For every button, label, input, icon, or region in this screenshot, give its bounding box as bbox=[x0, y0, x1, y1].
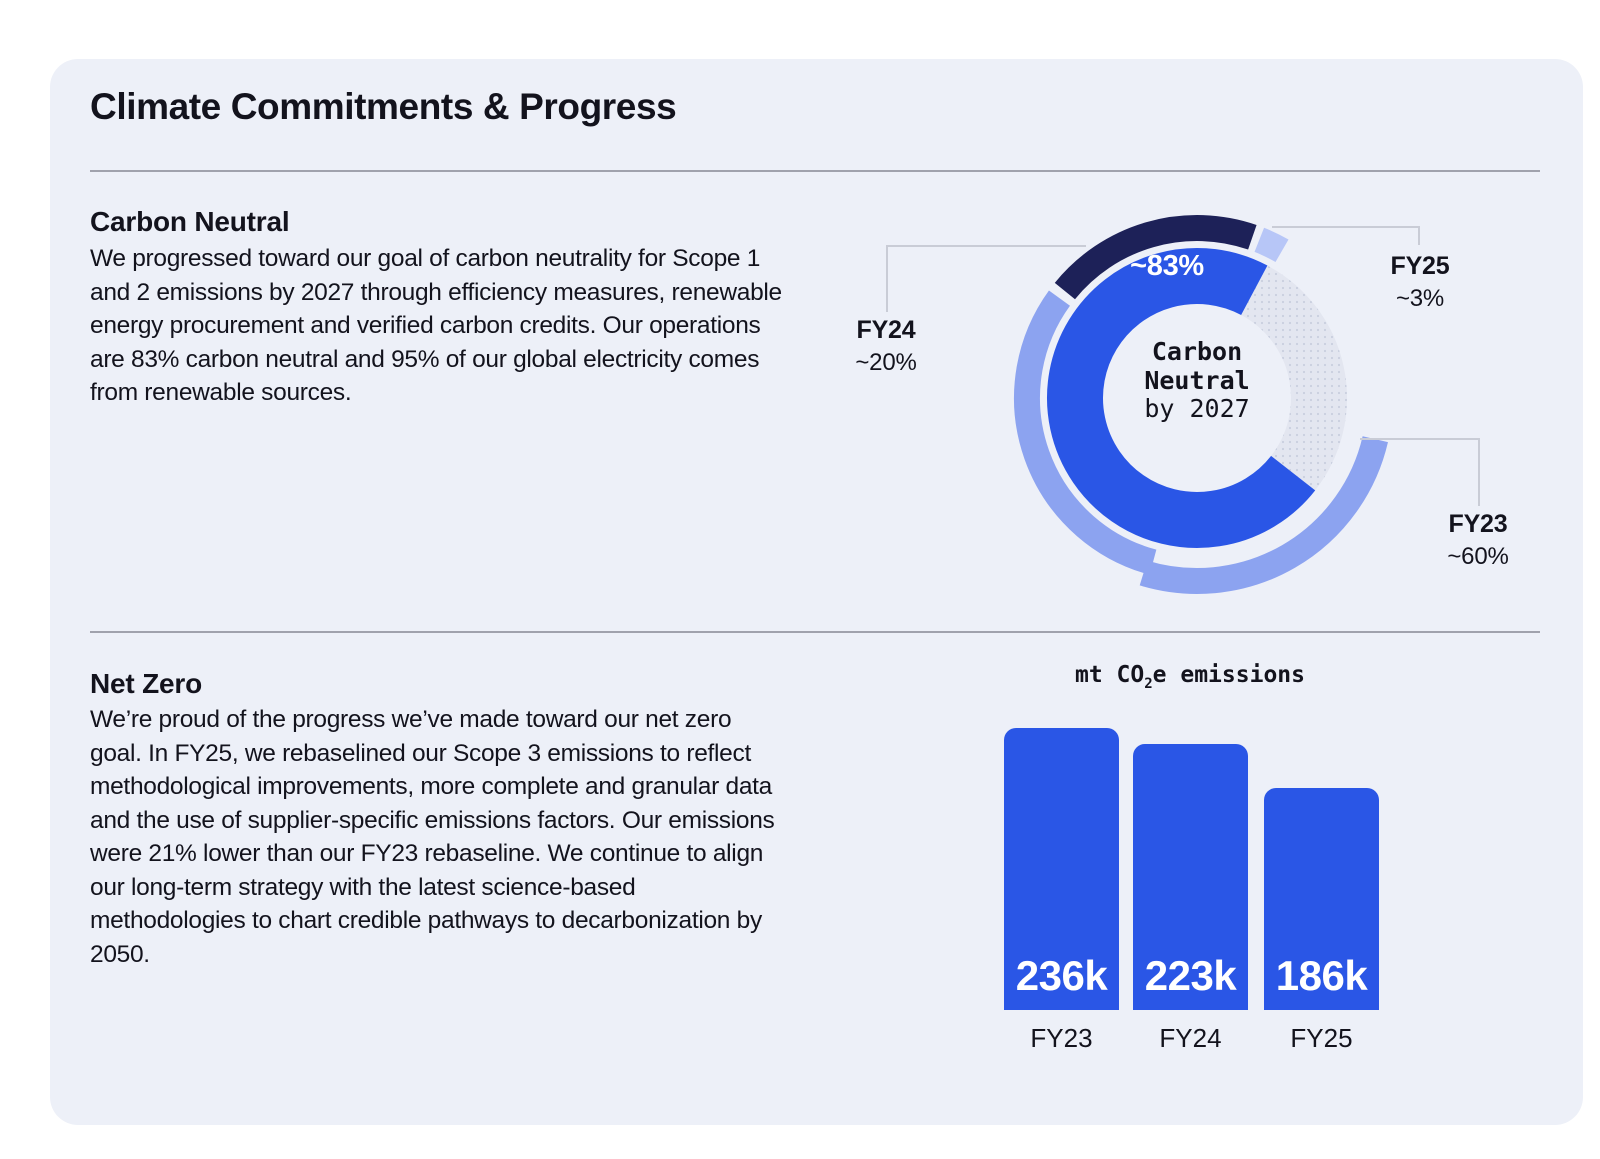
fy23-callout-value: ~60% bbox=[1447, 543, 1509, 570]
bar-fy25: 186k bbox=[1264, 788, 1379, 1010]
net-zero-body: We’re proud of the progress we’ve made t… bbox=[90, 706, 775, 968]
bar-fy23: 236k bbox=[1004, 728, 1119, 1010]
bar-value-label: 236k bbox=[1015, 952, 1108, 999]
fy24-callout-line bbox=[886, 245, 888, 312]
fy24-callout-label: FY24 ~20% bbox=[811, 316, 961, 377]
carbon-neutral-heading: Carbon Neutral bbox=[90, 206, 290, 237]
bar-value-label: 223k bbox=[1144, 952, 1237, 999]
donut-center-line-2: Neutral bbox=[1144, 365, 1250, 395]
fy25-callout-line bbox=[1272, 226, 1420, 228]
bar-fy24: 223k bbox=[1133, 744, 1248, 1010]
donut-center-line-3: by 2027 bbox=[1144, 394, 1250, 423]
carbon-neutral-body: We progressed toward our goal of carbon … bbox=[90, 245, 782, 406]
carbon-neutral-donut-chart: ~83% Carbon Neutral by 2027 bbox=[987, 188, 1407, 608]
fy23-callout-label: FY23 ~60% bbox=[1403, 510, 1553, 571]
bar-chart-title-subscript: 2 bbox=[1144, 676, 1153, 692]
page-title: Climate Commitments & Progress bbox=[90, 86, 677, 127]
bar-category-label: FY25 bbox=[1290, 1023, 1353, 1053]
fy25-callout-label: FY25 ~3% bbox=[1345, 252, 1495, 313]
fy25-callout-name: FY25 bbox=[1390, 252, 1450, 280]
fy23-callout-line bbox=[1478, 438, 1480, 506]
donut-arc-fy25 bbox=[1254, 227, 1289, 263]
climate-report-card: Climate Commitments & Progress Carbon Ne… bbox=[50, 59, 1583, 1125]
donut-progress-label: ~83% bbox=[1130, 250, 1204, 282]
donut-arc-progress bbox=[1047, 248, 1316, 548]
donut-center-line-1: Carbon bbox=[1151, 337, 1243, 366]
bar-chart-title: mt CO2e emissions bbox=[1015, 662, 1365, 692]
fy24-callout-name: FY24 bbox=[856, 316, 916, 344]
fy24-callout-line bbox=[886, 245, 1086, 247]
bar-chart-title-suffix: e emissions bbox=[1152, 662, 1305, 688]
donut-arc-fy24 bbox=[1054, 215, 1257, 300]
net-zero-heading: Net Zero bbox=[90, 668, 202, 699]
fy23-callout-name: FY23 bbox=[1448, 510, 1508, 538]
donut-chart-svg bbox=[1014, 215, 1388, 594]
bar-category-label: FY24 bbox=[1159, 1023, 1222, 1053]
donut-arc-remainder bbox=[1240, 265, 1347, 491]
fy25-callout-line bbox=[1418, 226, 1420, 245]
section-divider bbox=[90, 170, 1540, 172]
donut-arc-fy23-main bbox=[1014, 290, 1157, 575]
fy25-callout-value: ~3% bbox=[1395, 285, 1445, 312]
fy23-callout-line bbox=[1360, 438, 1480, 440]
bar-chart-title-prefix: mt CO bbox=[1074, 662, 1145, 688]
bar-value-label: 186k bbox=[1275, 952, 1368, 999]
fy24-callout-value: ~20% bbox=[855, 349, 917, 376]
donut-center-label: Carbon Neutral by 2027 bbox=[1117, 337, 1277, 424]
section-divider bbox=[90, 631, 1540, 633]
bar-category-label: FY23 bbox=[1030, 1023, 1093, 1053]
donut-arc-fy23-swoosh bbox=[1139, 436, 1388, 594]
